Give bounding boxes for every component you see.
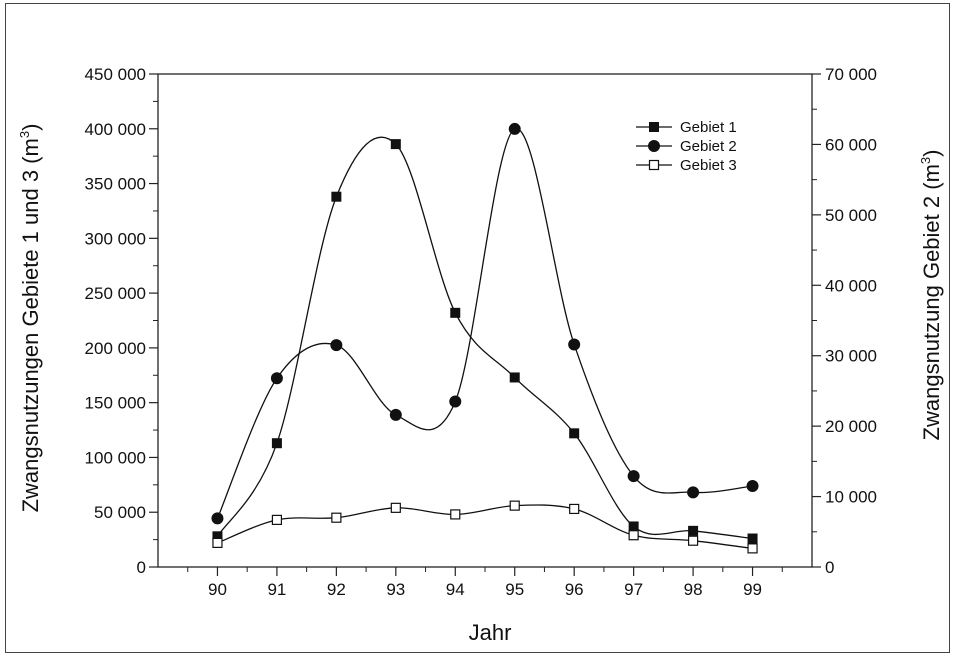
right-y-axis-title-close: ) <box>919 150 944 157</box>
right-y-tick-label: 20 000 <box>825 417 877 436</box>
data-point-gebiet-3 <box>450 509 461 520</box>
data-point-gebiet-3 <box>687 535 699 546</box>
x-tick-label: 95 <box>505 580 524 599</box>
right-y-axis-title: Zwangsnutzung Gebiet 2 (m3) <box>918 150 944 441</box>
data-point-gebiet-1 <box>271 438 282 449</box>
legend-marker <box>648 159 660 171</box>
data-point-gebiet-2 <box>508 122 521 135</box>
left-y-axis-ticks: 0 50 000 100 000 150 000 200 000 250 000 300 0… <box>85 65 158 577</box>
data-point-gebiet-3 <box>628 530 639 541</box>
x-tick-label: 98 <box>684 580 703 599</box>
left-y-tick-label: 400 000 <box>85 120 146 139</box>
x-tick-label: 99 <box>743 580 762 599</box>
x-tick-label: 92 <box>327 580 346 599</box>
left-y-tick-label: 200 000 <box>85 339 146 358</box>
right-y-tick-label: 10 000 <box>825 488 877 507</box>
x-tick-label: 90 <box>208 580 227 599</box>
right-y-tick-label: 30 000 <box>825 347 877 366</box>
data-point-gebiet-2 <box>568 338 581 351</box>
data-point-gebiet-1 <box>569 428 580 439</box>
data-point-gebiet-3 <box>331 512 342 523</box>
left-y-axis-title: Zwangsnutzungen Gebiete 1 und 3 (m3) <box>17 124 43 513</box>
right-y-axis-ticks: 0 10 000 20 000 30 000 40 000 50 000 60 000 70 … <box>812 65 877 577</box>
data-point-gebiet-1 <box>688 525 699 536</box>
data-point-gebiet-3 <box>509 500 520 511</box>
data-point-gebiet-1 <box>747 533 758 544</box>
x-tick-label: 93 <box>386 580 405 599</box>
data-point-gebiet-2 <box>330 339 343 352</box>
series-lines <box>216 128 753 550</box>
series-line-gebiet-1 <box>216 136 753 540</box>
legend-label: Gebiet 2 <box>680 138 737 155</box>
left-y-tick-label: 350 000 <box>85 175 146 194</box>
data-point-gebiet-1 <box>390 139 401 150</box>
data-point-gebiet-1 <box>509 372 520 383</box>
legend: Gebiet 1 Gebiet 2 Gebiet 3 <box>636 119 737 174</box>
data-point-gebiet-2 <box>627 470 640 483</box>
data-point-gebiet-2 <box>449 395 462 408</box>
chart-frame <box>5 3 950 653</box>
x-tick-label: 94 <box>446 580 465 599</box>
legend-label: Gebiet 1 <box>680 119 737 136</box>
right-y-tick-label: 60 000 <box>825 135 877 154</box>
left-y-tick-label: 0 <box>137 558 146 577</box>
legend-marker <box>649 122 659 132</box>
legend-marker <box>648 140 660 152</box>
series-line-gebiet-2 <box>216 128 753 519</box>
x-tick-label: 91 <box>267 580 286 599</box>
x-tick-label: 97 <box>624 580 643 599</box>
left-y-tick-label: 250 000 <box>85 284 146 303</box>
data-point-gebiet-1 <box>331 191 342 202</box>
data-point-gebiet-3 <box>747 543 758 554</box>
left-y-axis-title-sup: 3 <box>17 131 32 138</box>
x-axis-title: Jahr <box>469 620 512 645</box>
left-y-tick-label: 100 000 <box>85 448 146 467</box>
series-line-gebiet-3 <box>217 504 753 550</box>
data-point-gebiet-3 <box>212 537 223 548</box>
legend-label: Gebiet 3 <box>680 157 737 174</box>
data-point-gebiet-2 <box>389 408 402 421</box>
data-point-gebiet-2 <box>687 486 700 499</box>
right-y-tick-label: 40 000 <box>825 276 877 295</box>
right-y-axis-title-main: Zwangsnutzung Gebiet 2 (m <box>919 164 944 440</box>
left-y-tick-label: 450 000 <box>85 65 146 84</box>
right-y-tick-label: 50 000 <box>825 206 877 225</box>
left-y-axis-title-main: Zwangsnutzungen Gebiete 1 und 3 (m <box>18 138 43 512</box>
data-point-gebiet-1 <box>628 521 639 532</box>
data-point-gebiet-3 <box>271 514 283 525</box>
data-point-gebiet-2 <box>211 512 224 525</box>
left-y-axis-title-close: ) <box>18 124 43 131</box>
left-y-tick-label: 50 000 <box>94 503 146 522</box>
data-point-gebiet-1 <box>450 307 461 318</box>
series-markers <box>211 122 759 554</box>
data-point-gebiet-3 <box>569 503 580 515</box>
left-y-tick-label: 300 000 <box>85 229 146 248</box>
data-point-gebiet-3 <box>390 502 401 513</box>
data-point-gebiet-2 <box>746 480 759 493</box>
data-point-gebiet-2 <box>270 372 283 385</box>
right-y-axis-title-sup: 3 <box>918 157 933 164</box>
x-tick-label: 96 <box>565 580 584 599</box>
right-y-tick-label: 0 <box>825 558 834 577</box>
x-axis-ticks: 90 91 92 93 94 95 96 97 98 99 <box>187 567 783 599</box>
right-y-tick-label: 70 000 <box>825 65 877 84</box>
left-y-tick-label: 150 000 <box>85 394 146 413</box>
